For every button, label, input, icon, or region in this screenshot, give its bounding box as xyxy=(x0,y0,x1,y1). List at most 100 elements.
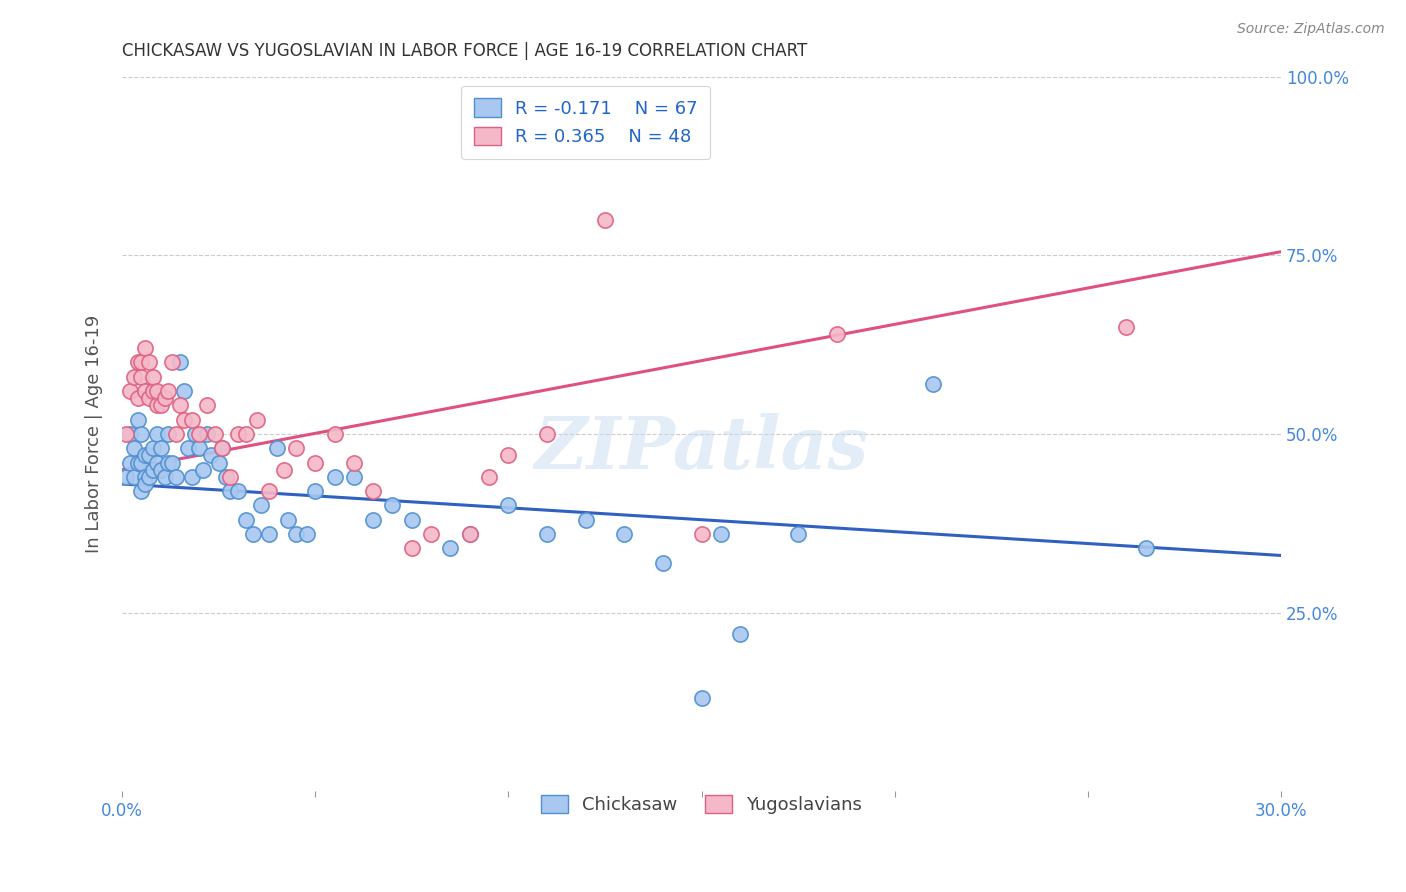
Point xyxy=(235,513,257,527)
Point xyxy=(142,384,165,398)
Point xyxy=(134,477,156,491)
Point xyxy=(127,412,149,426)
Point xyxy=(134,449,156,463)
Point xyxy=(381,499,404,513)
Point xyxy=(146,426,169,441)
Point xyxy=(343,456,366,470)
Point xyxy=(361,484,384,499)
Point xyxy=(142,442,165,456)
Point xyxy=(273,463,295,477)
Point xyxy=(195,398,218,412)
Point xyxy=(690,527,713,541)
Point xyxy=(242,527,264,541)
Point xyxy=(180,412,202,426)
Point xyxy=(284,442,307,456)
Point xyxy=(498,499,520,513)
Point xyxy=(257,484,280,499)
Point xyxy=(478,470,501,484)
Point xyxy=(131,456,153,470)
Point xyxy=(142,369,165,384)
Point xyxy=(420,527,443,541)
Point xyxy=(1115,319,1137,334)
Point xyxy=(204,426,226,441)
Point xyxy=(304,456,326,470)
Point xyxy=(922,376,945,391)
Point xyxy=(115,426,138,441)
Point xyxy=(215,470,238,484)
Point xyxy=(153,470,176,484)
Point xyxy=(323,470,346,484)
Point xyxy=(593,212,616,227)
Point xyxy=(200,449,222,463)
Point xyxy=(131,355,153,369)
Point xyxy=(304,484,326,499)
Point xyxy=(138,470,160,484)
Point xyxy=(165,426,187,441)
Point xyxy=(207,456,229,470)
Point xyxy=(118,384,141,398)
Text: ZIPatlas: ZIPatlas xyxy=(534,413,869,483)
Point xyxy=(297,527,319,541)
Point xyxy=(361,513,384,527)
Point xyxy=(690,691,713,706)
Point xyxy=(146,384,169,398)
Point xyxy=(401,513,423,527)
Point xyxy=(169,355,191,369)
Point xyxy=(138,449,160,463)
Point xyxy=(177,442,200,456)
Point xyxy=(188,426,211,441)
Point xyxy=(138,355,160,369)
Point xyxy=(536,527,558,541)
Legend: Chickasaw, Yugoslavians: Chickasaw, Yugoslavians xyxy=(530,784,873,825)
Point xyxy=(131,369,153,384)
Point xyxy=(162,355,184,369)
Point xyxy=(458,527,481,541)
Point xyxy=(195,426,218,441)
Point xyxy=(122,470,145,484)
Point xyxy=(226,484,249,499)
Point xyxy=(575,513,598,527)
Point xyxy=(180,470,202,484)
Point xyxy=(323,426,346,441)
Point xyxy=(169,398,191,412)
Point xyxy=(131,484,153,499)
Point xyxy=(149,442,172,456)
Point xyxy=(246,412,269,426)
Point xyxy=(226,426,249,441)
Point xyxy=(439,541,461,556)
Point xyxy=(536,426,558,441)
Point xyxy=(266,442,288,456)
Text: Source: ZipAtlas.com: Source: ZipAtlas.com xyxy=(1237,22,1385,37)
Point xyxy=(153,391,176,405)
Point xyxy=(162,456,184,470)
Point xyxy=(235,426,257,441)
Point xyxy=(728,627,751,641)
Point xyxy=(127,391,149,405)
Point xyxy=(825,326,848,341)
Point xyxy=(134,470,156,484)
Point xyxy=(115,470,138,484)
Y-axis label: In Labor Force | Age 16-19: In Labor Force | Age 16-19 xyxy=(86,315,103,553)
Point xyxy=(219,470,242,484)
Point xyxy=(122,369,145,384)
Point xyxy=(146,456,169,470)
Point xyxy=(157,426,180,441)
Point xyxy=(134,341,156,355)
Point xyxy=(149,398,172,412)
Point xyxy=(710,527,733,541)
Point xyxy=(173,384,195,398)
Point xyxy=(257,527,280,541)
Point xyxy=(250,499,273,513)
Point xyxy=(138,391,160,405)
Point xyxy=(343,470,366,484)
Point xyxy=(165,470,187,484)
Point xyxy=(284,527,307,541)
Point xyxy=(613,527,636,541)
Point xyxy=(122,442,145,456)
Point xyxy=(149,463,172,477)
Point xyxy=(1135,541,1157,556)
Point xyxy=(211,442,233,456)
Point xyxy=(127,355,149,369)
Point xyxy=(277,513,299,527)
Point xyxy=(131,426,153,441)
